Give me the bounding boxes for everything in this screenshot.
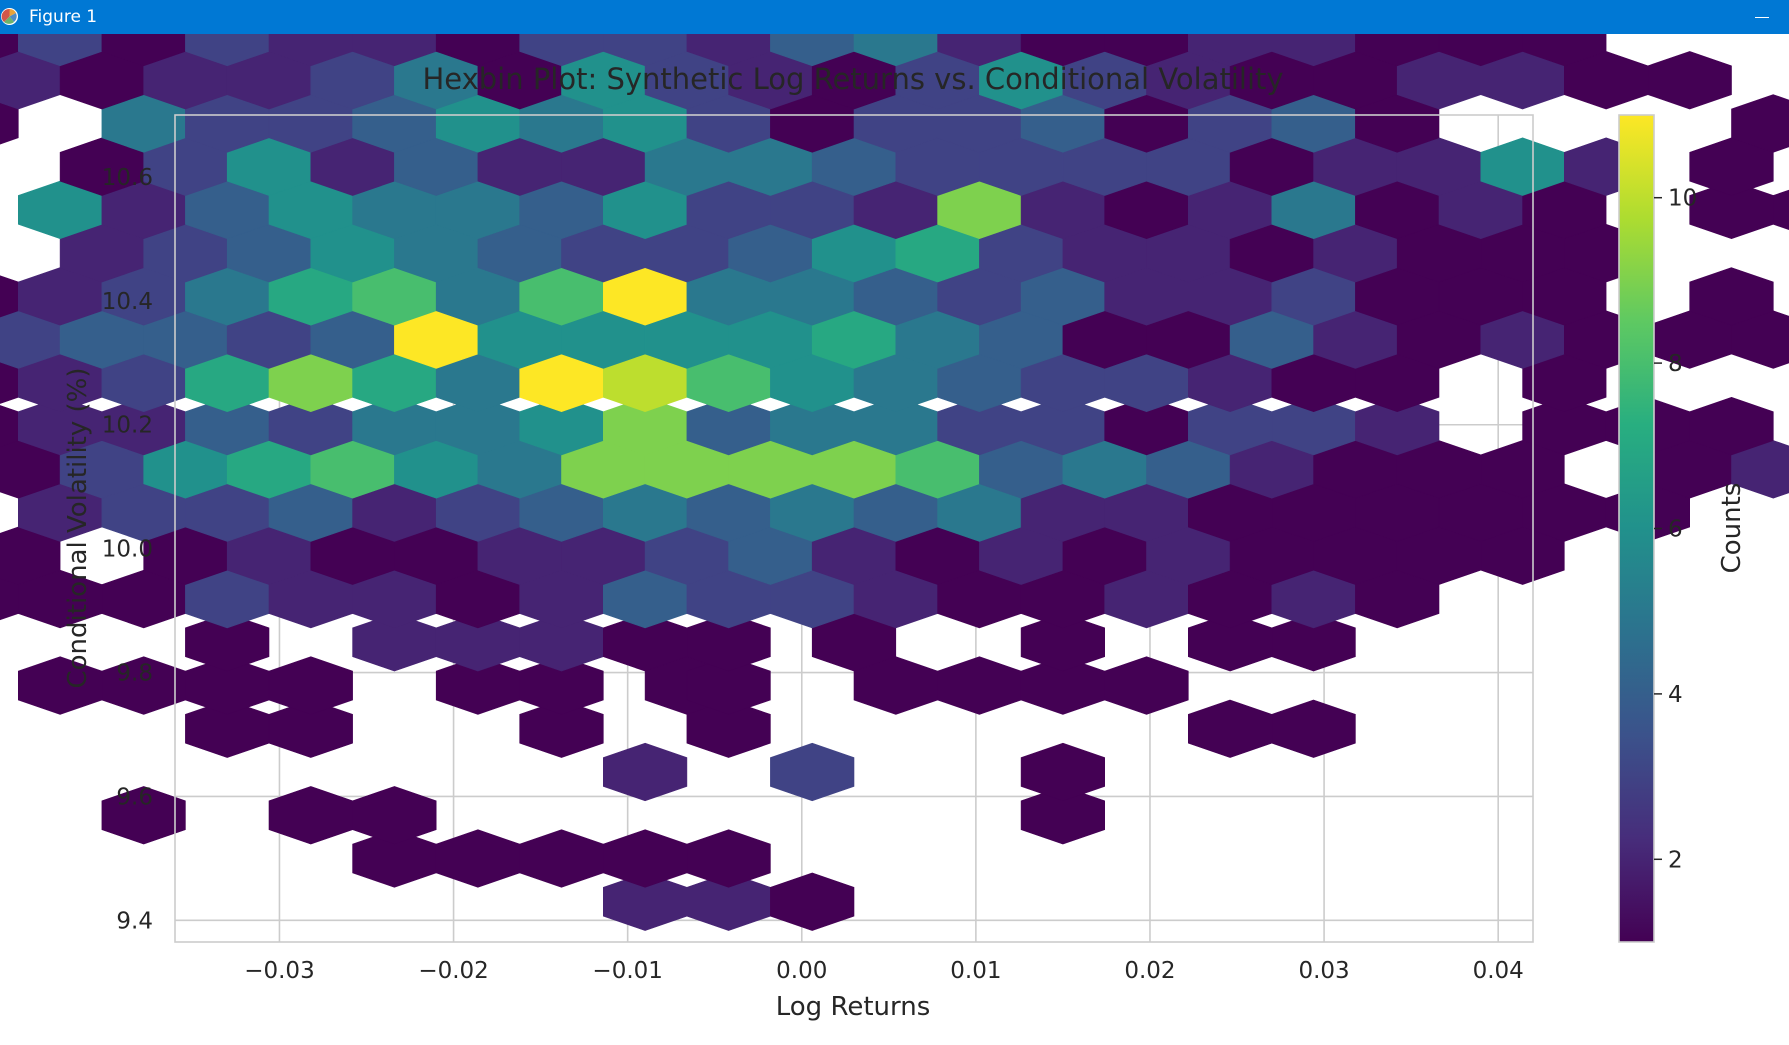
colorbar-tick-label: 6 [1668,517,1683,543]
hexbin-cell [1188,699,1273,758]
hexbin-cell [1020,34,1105,67]
hexbin-cell [937,34,1022,67]
matplotlib-app-icon [1,8,18,25]
hexbin-chart: −0.03 −0.02 −0.01 0.00 0.01 0.02 0.03 0.04 9.49… [0,34,1789,1022]
hexbin-cell [268,34,353,67]
hexbin-cell [101,34,186,67]
hexbin-cell [268,786,353,845]
hexbin-cell [686,613,771,672]
hexbin-cell [1020,742,1105,802]
hexbin-cell [1188,34,1273,67]
colorbar-tick-label: 10 [1668,186,1697,212]
y-tick-label: 10.0 [102,537,153,563]
plot-frame [174,114,1534,943]
chart-title: Hexbin Plot: Synthetic Log Returns vs. C… [422,62,1283,96]
hexbin-cell [853,34,938,67]
y-tick-label: 10.2 [102,413,153,439]
colorbar-label: Counts [1717,483,1747,574]
hexbin-cell [519,34,604,67]
x-axis-label: Log Returns [776,992,931,1022]
hexbin-cell [17,34,103,67]
hexbin-cell [1104,34,1189,67]
hexbin-cell [1104,656,1189,715]
hexbin-cell [1020,613,1105,672]
hexbin-cell [1438,34,1523,67]
window-title: Figure 1 [29,7,98,27]
hexbin-cell [519,656,604,715]
hexbin-cell [686,656,771,715]
y-tick-label: 9.4 [116,908,153,934]
hexbin-cell [686,829,771,888]
colorbar [1618,114,1655,943]
hexbin-cell [185,34,270,67]
x-tick-label: −0.01 [592,958,662,984]
x-tick-label: 0.00 [776,958,827,984]
hexbin-cell [1271,34,1356,67]
hexbin-cell [1731,94,1789,153]
y-tick-labels: 9.4 9.6 9.8 10.0 10.2 10.4 10.6 [102,165,153,934]
y-axis-label: Conditional Volatility (%) [63,367,93,688]
x-tick-label: −0.03 [244,958,314,984]
colorbar-tick-label: 4 [1668,682,1683,708]
x-tick-labels: −0.03 −0.02 −0.01 0.00 0.01 0.02 0.03 0.04 [244,958,1524,984]
hexbin-cell [1271,613,1356,672]
hexbin-cell [1355,34,1440,67]
x-tick-label: 0.01 [950,958,1001,984]
x-tick-label: 0.04 [1473,958,1524,984]
hexbin-cell [770,34,855,67]
hexbin-cell [770,742,855,802]
hexbin-cell [1773,189,1789,231]
x-tick-label: 0.02 [1124,958,1175,984]
hexbin-cell [602,742,688,802]
hexbin-cell [770,872,855,931]
window-titlebar: Figure 1 [0,0,1789,34]
hexbin-cell [1689,267,1774,326]
hexbin-cell [185,613,270,672]
y-tick-label: 9.6 [116,784,153,810]
hexbin-cell [101,786,186,845]
colorbar-tick-label: 2 [1668,847,1683,873]
hexbin-cell [602,34,688,67]
hexbin-cell [352,34,437,67]
hexbin-cell [937,656,1022,715]
hexbin-cell [435,34,521,67]
hexbin-cell [435,829,521,888]
y-tick-label: 10.4 [102,289,153,315]
hexbin-cell [602,829,688,888]
x-tick-label: 0.03 [1298,958,1349,984]
hexbin-cell [519,829,604,888]
minimize-button[interactable] [1733,0,1789,34]
hexbin-cell [268,699,353,758]
hexbin-cell [1355,396,1440,456]
colorbar-ticks: 2 4 6 8 10 [1654,186,1697,873]
hexbin-cell [1271,699,1356,758]
colorbar-tick-label: 8 [1668,351,1683,377]
x-tick-label: −0.02 [418,958,488,984]
hexbin-cell [268,656,353,715]
hexbin-cell [686,34,771,67]
y-tick-label: 10.6 [102,165,153,191]
hexbins [0,34,1789,931]
hexbin-cell [352,786,437,845]
hexbin-cell [1647,51,1732,110]
hexbin-cell [1020,786,1105,845]
hexbin-cell [1522,34,1607,67]
minimize-icon [1755,17,1769,18]
hexbin-cell [519,699,604,758]
hexbin-cell [1689,396,1774,456]
hexbin-cell [0,34,19,59]
y-tick-label: 9.8 [116,661,153,687]
